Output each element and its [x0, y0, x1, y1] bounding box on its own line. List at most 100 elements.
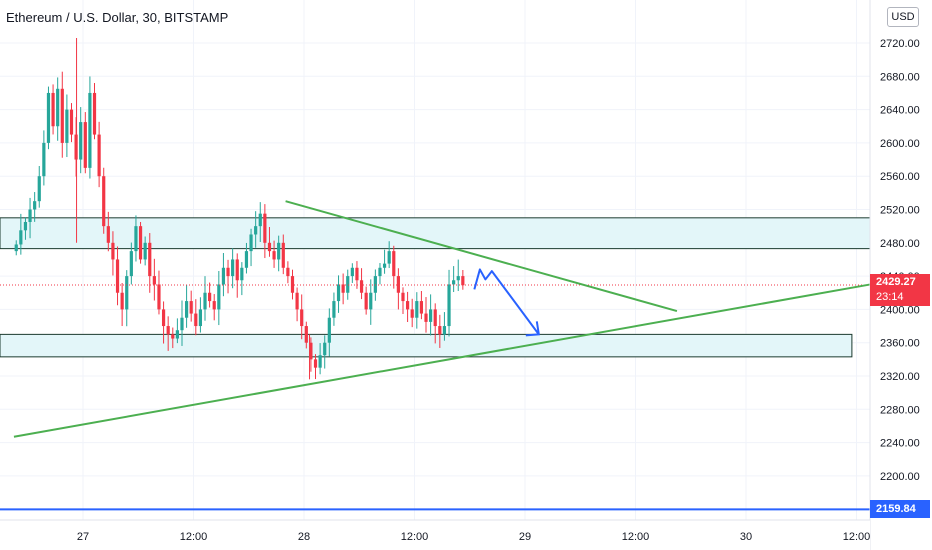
- candle-body: [125, 276, 129, 310]
- price-tick-label: 2400.00: [880, 304, 920, 316]
- price-tick-label: 2520.00: [880, 205, 920, 217]
- candle-body: [341, 284, 345, 293]
- candle-body: [180, 317, 184, 331]
- bar-countdown: 23:14: [876, 291, 904, 303]
- candle-body: [42, 142, 46, 177]
- candle-body: [392, 251, 396, 277]
- price-tick-label: 2320.00: [880, 371, 920, 383]
- candle-body: [235, 259, 239, 281]
- candle-body: [60, 88, 64, 143]
- candle-body: [396, 276, 400, 293]
- candle-body: [382, 263, 387, 268]
- candle-body: [226, 267, 230, 277]
- price-tick-label: 2560.00: [880, 171, 920, 183]
- time-tick-label: 27: [77, 531, 89, 543]
- time-axis[interactable]: 27 12:00 28 12:00 29 12:00 30 12:00: [0, 519, 870, 550]
- projection-arrowhead: [525, 321, 540, 337]
- candle-body: [106, 226, 110, 243]
- drawings: [0, 200, 871, 511]
- candle-body: [56, 88, 60, 127]
- candle-body: [387, 251, 391, 264]
- candle-body: [300, 309, 304, 327]
- price-tick-label: 2200.00: [880, 471, 920, 483]
- candle-body: [129, 251, 133, 277]
- time-axis-bg: [0, 520, 870, 550]
- candle-body: [295, 292, 299, 310]
- time-tick-label: 29: [519, 531, 531, 543]
- time-tick-label: 12:00: [401, 531, 429, 543]
- candle-body: [254, 226, 258, 235]
- candle-body: [161, 309, 166, 327]
- chart-title: Ethereum / U.S. Dollar, 30, BITSTAMP: [6, 10, 229, 25]
- candle-body: [166, 326, 170, 335]
- chart-grid: [0, 0, 870, 520]
- time-tick-label: 12:00: [622, 531, 650, 543]
- candle-body: [143, 242, 147, 260]
- candle-body: [304, 326, 308, 343]
- support-zone: [0, 333, 853, 358]
- candle-body: [267, 242, 272, 252]
- candle-body: [309, 342, 313, 360]
- candle-body: [208, 292, 212, 302]
- candle-body: [69, 109, 74, 135]
- level-price-tag: 2159.84: [870, 500, 930, 518]
- candle-body: [286, 267, 290, 277]
- candle-body: [378, 267, 382, 277]
- candle-body: [184, 301, 189, 318]
- candle-body: [46, 92, 51, 143]
- candle-body: [272, 251, 276, 260]
- candle-body: [198, 309, 203, 327]
- candle-body: [419, 301, 424, 314]
- candles: [14, 38, 465, 380]
- projection-path: [473, 268, 540, 335]
- price-tick-label: 2680.00: [880, 71, 920, 83]
- candle-body: [231, 259, 235, 277]
- time-tick-label: 30: [740, 531, 752, 543]
- candle-body: [134, 226, 138, 252]
- candle-body: [277, 242, 281, 260]
- candle-body: [88, 92, 92, 168]
- candle-body: [14, 244, 18, 252]
- candle-body: [373, 276, 377, 293]
- candle-body: [364, 292, 368, 310]
- candle-body: [323, 342, 327, 356]
- price-tick-label: 2720.00: [880, 38, 920, 50]
- candle-body: [102, 176, 106, 227]
- candle-body: [23, 221, 28, 231]
- trendline: [13, 283, 871, 438]
- price-tick-label: 2360.00: [880, 338, 920, 350]
- time-tick-label: 12:00: [180, 531, 208, 543]
- candle-body: [346, 276, 350, 293]
- candle-body: [120, 292, 124, 310]
- candle-body: [332, 301, 336, 318]
- candle-body: [327, 317, 331, 343]
- time-tick-label: 28: [298, 531, 310, 543]
- candle-body: [33, 201, 37, 210]
- candle-body: [456, 276, 460, 281]
- candle-body: [148, 242, 152, 277]
- candle-body: [19, 230, 23, 245]
- candle-body: [51, 92, 55, 127]
- candle-body: [424, 313, 428, 322]
- candle-body: [249, 234, 253, 252]
- candle-body: [138, 226, 143, 260]
- candle-body: [410, 309, 414, 318]
- currency-button[interactable]: USD: [887, 7, 919, 27]
- candle-body: [175, 330, 179, 339]
- candle-body: [212, 301, 216, 310]
- candle-body: [369, 292, 373, 310]
- candle-body: [318, 355, 322, 368]
- candle-body: [203, 292, 207, 310]
- candle-body: [452, 280, 456, 285]
- candle-body: [92, 92, 97, 135]
- candle-body: [336, 284, 341, 302]
- candle-body: [244, 251, 249, 268]
- price-tick-label: 2240.00: [880, 438, 920, 450]
- candle-body: [355, 267, 359, 281]
- candle-body: [433, 309, 437, 327]
- last-price-tag: 2429.27 23:14: [870, 274, 930, 306]
- candle-body: [217, 284, 221, 310]
- candle-body: [290, 276, 295, 293]
- candle-body: [405, 301, 410, 310]
